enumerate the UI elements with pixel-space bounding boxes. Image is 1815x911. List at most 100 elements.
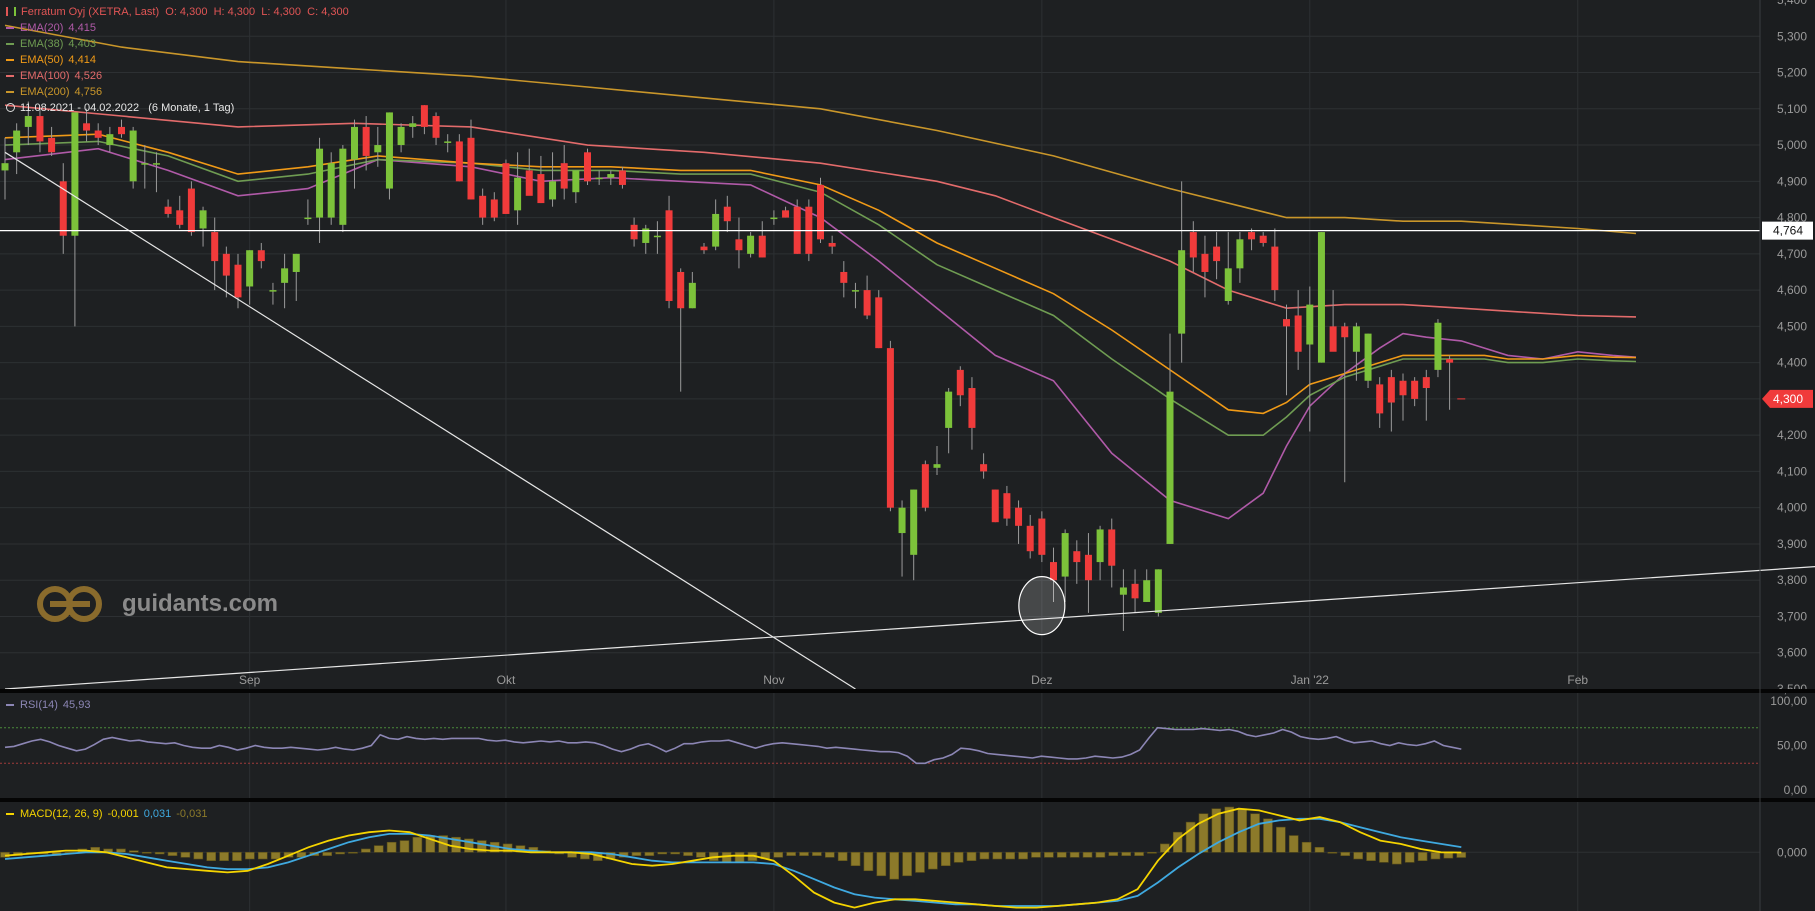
clock-icon [6, 103, 15, 112]
macd-histogram-bar [1031, 852, 1041, 858]
legend-date-range: 11.08.2021 - 04.02.2022 (6 Monate, 1 Tag… [6, 100, 349, 116]
macd-histogram-bar [1172, 831, 1183, 853]
candle-body [1224, 268, 1232, 301]
candle-body [1061, 533, 1069, 577]
candle-body [618, 170, 626, 185]
legend-ema20[interactable]: EMA(20) 4,415 [6, 20, 349, 36]
candle-body [351, 126, 358, 160]
candle-body [1143, 580, 1151, 602]
macd-histogram-bar [1301, 841, 1312, 853]
macd-histogram-bar [1005, 852, 1015, 860]
macd-histogram-bar [245, 852, 255, 860]
price-axis-label: 4,400 [1777, 356, 1807, 370]
candle-body [1015, 507, 1023, 526]
macd-histogram-bar [1288, 835, 1299, 853]
macd-histogram-bar [129, 850, 139, 853]
macd-histogram-bar [1082, 852, 1093, 858]
candle-body [747, 235, 755, 254]
macd-histogram-bar [915, 852, 925, 873]
ema20-line [4, 147, 1637, 520]
candle-body [176, 210, 184, 225]
legend-ema200[interactable]: EMA(200) 4,756 [6, 84, 349, 100]
price-axis-label: 4,200 [1777, 428, 1807, 442]
macd-histogram-bar [863, 852, 874, 872]
candle-body [467, 137, 475, 200]
candle-body [397, 126, 405, 146]
pane-separator [0, 798, 1815, 802]
macd-histogram-bar [773, 852, 784, 858]
candle-body [1213, 246, 1221, 262]
candle-body [642, 228, 650, 243]
macd-histogram-bar [1404, 852, 1415, 863]
macd-histogram-bar [786, 852, 796, 856]
macd-histogram-bar [1147, 852, 1157, 854]
macd-histogram-bar [386, 841, 397, 853]
macd-histogram-bar [361, 848, 371, 853]
highlight-circle [1018, 575, 1066, 636]
candle-body [665, 210, 673, 301]
candle-body [933, 464, 941, 468]
price-axis-label: 4,900 [1777, 174, 1807, 188]
candle-body [653, 235, 661, 238]
candle-body [700, 246, 708, 251]
candle-body [735, 239, 743, 251]
candle-body [420, 105, 428, 127]
candle-body [1026, 525, 1034, 552]
candle-body [1317, 232, 1325, 363]
legend-title-row: Ferratum Oyj (XETRA, Last) O: 4,300 H: 4… [6, 4, 349, 20]
macd-histogram-bar [889, 852, 900, 880]
macd-histogram-bar [1018, 852, 1028, 860]
price-axis-label: 3,600 [1777, 646, 1807, 660]
candle-body [537, 174, 545, 204]
price-axis-label: 5,100 [1777, 102, 1807, 116]
candle-body [1248, 232, 1256, 240]
macd-histogram-bar [850, 852, 861, 867]
candle-body [1283, 319, 1290, 327]
macd-histogram-bar [193, 852, 204, 860]
macd-histogram-bar [837, 852, 848, 861]
macd-histogram-bar [1263, 818, 1273, 853]
macd-histogram-bar [683, 852, 693, 856]
candle-body [106, 134, 114, 146]
legend-ema50[interactable]: EMA(50) 4,414 [6, 52, 349, 68]
candle-body [118, 126, 125, 135]
candle-body [968, 388, 976, 428]
macd-histogram-bar [1121, 852, 1131, 856]
time-axis-label: Sep [239, 673, 261, 687]
candle-body [1131, 583, 1139, 599]
candle-body [1084, 554, 1092, 581]
candle-body [1364, 333, 1372, 381]
logo-text: guidants.com [122, 590, 279, 617]
candle-body [292, 253, 300, 272]
ema38-line [4, 140, 1637, 437]
time-axis-label: Nov [763, 673, 784, 687]
macd-label: MACD(12, 26, 9) [20, 808, 103, 820]
candle-body [1119, 587, 1127, 595]
macd-histogram-bar [1379, 852, 1389, 863]
price-axis-label: 3,900 [1777, 537, 1807, 551]
macd-histogram-bar [154, 852, 165, 855]
candle-body [164, 206, 172, 214]
macd-histogram-bar [1108, 852, 1119, 856]
horizontal-line-tag [1762, 221, 1813, 240]
candle-body [1050, 562, 1057, 581]
price-axis-label: 4,800 [1777, 211, 1807, 225]
macd-histogram-bar [902, 852, 912, 877]
candle-body [1446, 359, 1454, 363]
candle-body [1376, 384, 1384, 414]
rsi-axis-label: 0,00 [1784, 783, 1808, 797]
macd-histogram-bar [477, 840, 487, 853]
candle-body [339, 148, 347, 225]
legend-ema38[interactable]: EMA(38) 4,403 [6, 36, 349, 52]
legend-ema100[interactable]: EMA(100) 4,526 [6, 68, 349, 84]
ema100-line [4, 104, 1637, 318]
candle-body [1154, 569, 1162, 613]
candle-body [607, 174, 615, 178]
macd-histogram-bar [1056, 852, 1067, 858]
candle-body [1, 163, 9, 171]
candle-body [234, 264, 242, 298]
macd-histogram-bar [1366, 852, 1376, 861]
macd-axis-label: 0,000 [1777, 845, 1807, 859]
candle-body [595, 177, 603, 180]
